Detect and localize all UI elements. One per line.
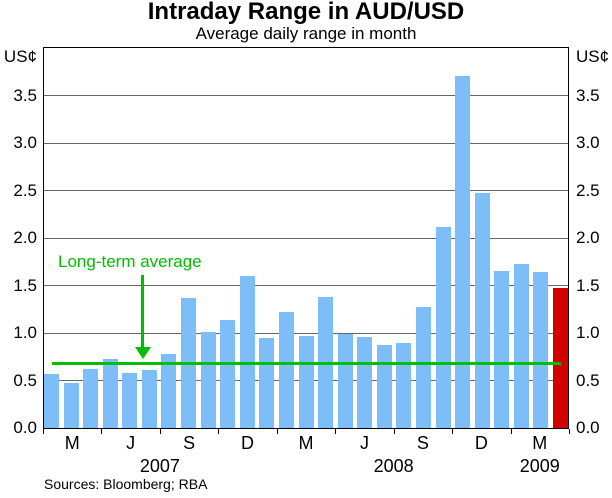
down-arrow-icon (141, 275, 144, 347)
y-tick-label-left: 1.0 (13, 323, 37, 342)
bar (122, 372, 138, 428)
plot-area (43, 47, 569, 429)
bar (513, 263, 529, 428)
x-axis-tick (452, 429, 454, 434)
y-tick-label-right: 2.0 (576, 228, 600, 247)
x-axis-tick (510, 429, 512, 434)
y-axis-unit-left: US¢ (3, 47, 37, 66)
bar (337, 333, 353, 428)
average-line-annotation: Long-term average (58, 252, 202, 271)
x-axis-tick (218, 429, 220, 434)
x-axis-tick (393, 429, 395, 434)
y-tick-label-right: 0.5 (576, 370, 600, 390)
bar (533, 272, 549, 428)
x-year-label: 2007 (139, 456, 180, 476)
y-tick-label-right: 3.5 (576, 85, 600, 105)
y-tick-label-right: 1.5 (576, 275, 600, 295)
bar (44, 373, 59, 428)
x-tick-label: M (532, 433, 548, 453)
y-tick-label-left: 0.0 (13, 418, 37, 437)
y-tick-label-left: 2.0 (13, 228, 37, 247)
x-tick-label: J (359, 433, 369, 453)
x-year-label: 2008 (373, 456, 414, 476)
bar (455, 75, 471, 428)
bar (278, 312, 294, 428)
y-axis-unit-right: US¢ (576, 47, 610, 66)
gridline (44, 95, 568, 96)
x-axis-tick (43, 429, 44, 434)
x-tick-label: S (416, 433, 429, 453)
chart-title: Intraday Range in AUD/USD (147, 0, 465, 25)
bar (141, 370, 157, 428)
gridline (44, 285, 568, 286)
x-axis-tick (159, 429, 161, 434)
x-year-label: 2009 (519, 456, 560, 476)
bar (239, 276, 255, 428)
bar (376, 345, 392, 428)
x-axis-tick (276, 429, 278, 434)
bar (200, 332, 216, 428)
bar (357, 336, 373, 428)
x-tick-label: M (64, 433, 80, 453)
y-tick-label-left: 3.5 (13, 85, 37, 105)
bar (494, 271, 510, 428)
x-tick-label: D (241, 433, 255, 453)
bar (298, 335, 314, 428)
bar (415, 307, 431, 428)
y-tick-label-left: 2.5 (13, 180, 37, 200)
bar (83, 369, 99, 428)
y-tick-label-right: 2.5 (576, 180, 600, 200)
x-axis-tick (569, 429, 570, 434)
chart-subtitle: Average daily range in month (195, 24, 417, 43)
gridline (44, 142, 568, 144)
y-tick-label-left: 0.5 (13, 370, 37, 390)
bar (63, 383, 79, 428)
average-line (51, 361, 561, 365)
y-tick-label-right: 0.0 (576, 418, 600, 437)
x-tick-label: S (183, 433, 196, 453)
x-tick-label: J (126, 433, 136, 453)
y-tick-label-left: 1.5 (13, 275, 37, 295)
y-tick-label-right: 3.0 (576, 133, 600, 152)
y-tick-label-right: 1.0 (576, 323, 600, 342)
bar (396, 342, 412, 428)
bar (161, 353, 177, 428)
y-tick-label-left: 3.0 (13, 133, 37, 152)
bar (474, 193, 490, 428)
bar (220, 319, 236, 428)
x-axis-tick (335, 429, 337, 434)
x-axis-tick (101, 429, 103, 434)
bar (435, 226, 451, 428)
down-arrow-head-icon (134, 347, 151, 359)
gridline (44, 190, 568, 191)
x-tick-label: M (298, 433, 314, 453)
x-tick-label: D (474, 433, 488, 453)
gridline (44, 237, 568, 239)
gridline (44, 332, 568, 334)
source-note: Sources: Bloomberg; RBA (44, 476, 208, 492)
bar (102, 358, 118, 428)
bar (553, 288, 568, 428)
bar (259, 337, 275, 428)
